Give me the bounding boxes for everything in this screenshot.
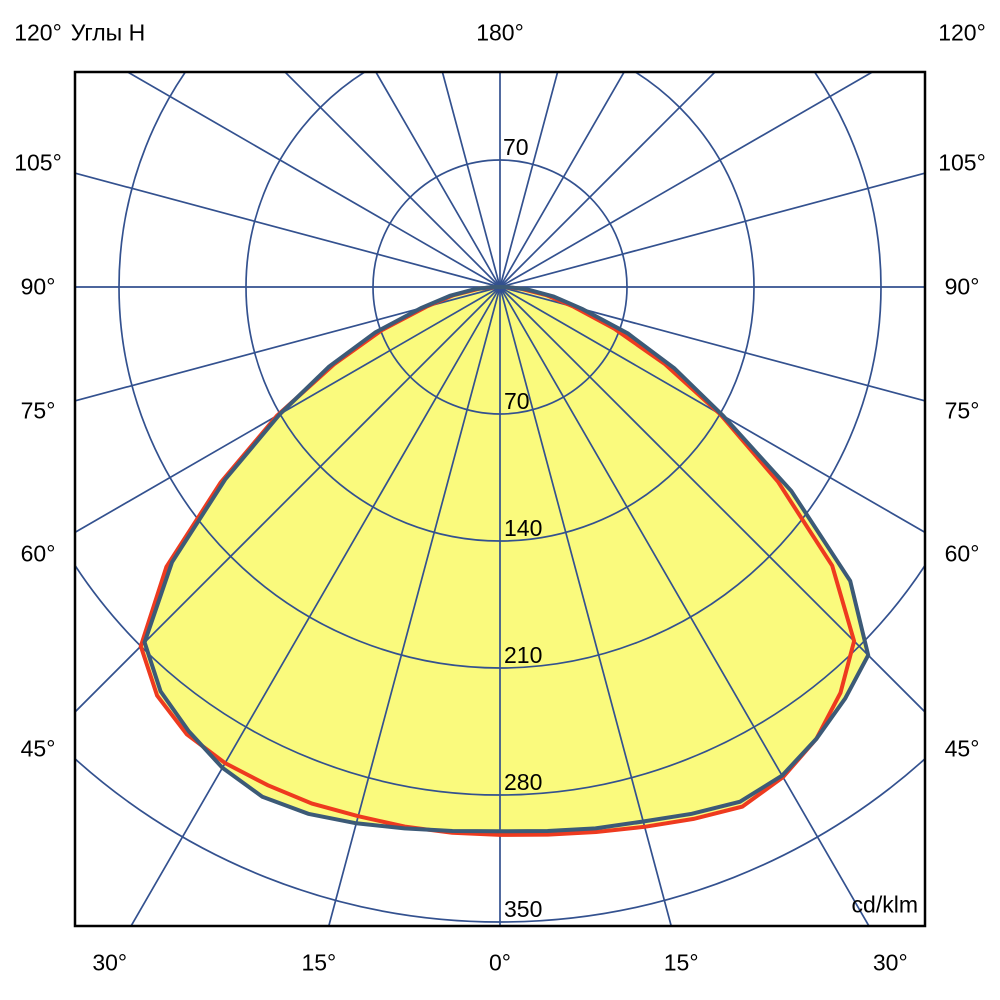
right-angle-label-90: 90° <box>944 273 980 300</box>
polar-ray-135 <box>499 72 717 288</box>
right-angle-label-45: 45° <box>944 735 980 762</box>
top-right-corner-angle-label: 120° <box>938 19 986 46</box>
ring-label-70: 70 <box>504 388 530 414</box>
plot-border <box>73 70 927 928</box>
ring-label-140: 140 <box>504 515 542 541</box>
right-angle-label-75: 75° <box>944 397 980 424</box>
top-center-angle-label: 180° <box>476 19 524 46</box>
polar-ray-120 <box>499 72 875 288</box>
curve-fill-layer <box>140 287 869 835</box>
unit-label: cd/klm <box>851 891 918 918</box>
polar-ray-165 <box>499 72 559 288</box>
chart-title: Углы H <box>70 19 146 46</box>
right-angle-label-60: 60° <box>944 540 980 567</box>
polar-ray-45 <box>499 286 925 714</box>
polar-ray-225 <box>283 72 501 288</box>
ring-label-350: 350 <box>504 896 542 922</box>
left-angle-label-45: 45° <box>20 735 56 762</box>
polar-ray-285 <box>75 286 501 402</box>
polar-ray-300 <box>75 286 501 534</box>
intensity-area-blue_curve <box>144 287 869 832</box>
polar-ray-240 <box>125 72 501 288</box>
intensity-curve-blue_curve <box>142 285 871 834</box>
curve-stroke-layer <box>138 285 871 837</box>
bottom-angle-label-2: 0° <box>489 949 511 976</box>
polar-ray-75 <box>499 286 925 402</box>
bottom-angle-label-1: 15° <box>301 949 337 976</box>
ring-label-210: 210 <box>504 642 542 668</box>
polar-ray-150 <box>499 72 626 288</box>
bottom-angle-label-3: 15° <box>663 949 699 976</box>
left-angle-label-90: 90° <box>20 273 56 300</box>
polar-ray-210 <box>374 72 501 288</box>
polar-ray-255 <box>75 172 501 288</box>
polar-ray-315 <box>75 286 501 714</box>
bottom-angle-label-0: 30° <box>92 949 128 976</box>
ring-label-top-70: 70 <box>503 134 529 160</box>
left-angle-label-105: 105° <box>14 149 62 176</box>
bottom-angle-label-4: 30° <box>872 949 908 976</box>
right-angle-label-105: 105° <box>938 149 986 176</box>
polar-ray-330 <box>130 286 501 926</box>
polar-ray-15 <box>499 286 673 926</box>
top-left-corner-angle-label: 120° <box>14 19 62 46</box>
polar-ray-345 <box>327 286 501 926</box>
polar-ray-105 <box>499 172 925 288</box>
left-angle-label-75: 75° <box>20 397 56 424</box>
left-angle-label-60: 60° <box>20 540 56 567</box>
ring-label-280: 280 <box>504 769 542 795</box>
polar-ray-195 <box>441 72 501 288</box>
polar-ray-30 <box>499 286 870 926</box>
polar-ray-60 <box>499 286 925 534</box>
